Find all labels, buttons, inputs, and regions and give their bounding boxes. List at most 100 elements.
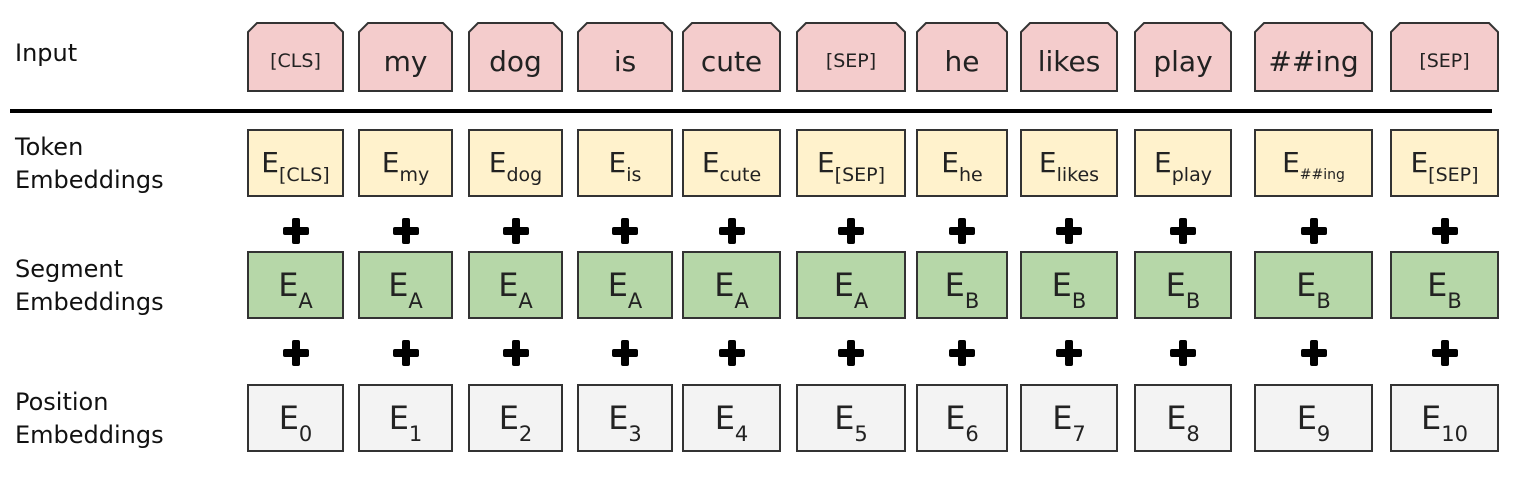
position-embedding-box: E 10	[1390, 384, 1499, 452]
plus-icon	[1170, 218, 1196, 244]
embedding-base-letter: E	[834, 399, 855, 437]
input-token-shape	[247, 22, 344, 92]
token-embedding-box: E [SEP]	[1390, 129, 1499, 197]
embedding-subscript: [SEP]	[1428, 164, 1479, 186]
embedding-subscript: 3	[628, 422, 642, 446]
row-label-position-embeddings: Position Embeddings	[15, 386, 164, 452]
embedding-base-letter: E	[945, 399, 966, 437]
embedding-subscript: B	[1316, 289, 1331, 313]
embedding-subscript: play	[1171, 164, 1212, 186]
embedding-subscript: dog	[506, 164, 543, 186]
embedding-base-letter: E	[1051, 266, 1072, 304]
embedding-subscript: B	[1447, 289, 1462, 313]
plus-icon	[282, 218, 309, 244]
embedding-base-letter: E	[278, 266, 299, 304]
plus-icon	[718, 340, 745, 366]
embedding-base-letter: E	[608, 399, 629, 437]
embedding-subscript: A	[734, 289, 749, 313]
plus-icon	[949, 218, 975, 244]
input-token-shape	[682, 22, 781, 92]
embedding-subscript: B	[1185, 289, 1201, 313]
embedding-base-letter: E	[1410, 146, 1429, 179]
embedding-base-letter: E	[833, 266, 854, 304]
plus-icon	[1170, 340, 1196, 366]
row-label-input: Input	[15, 39, 78, 67]
input-token-box: ##ing	[1254, 22, 1373, 92]
input-token-text: he	[944, 44, 980, 78]
plus-icon	[612, 218, 638, 244]
input-token-text: my	[383, 44, 428, 78]
embedding-base-letter: E	[701, 146, 720, 179]
input-token-shape	[1390, 22, 1499, 92]
embedding-subscript: 8	[1186, 422, 1200, 446]
embedding-subscript: A	[853, 289, 869, 313]
embedding-base-letter: E	[607, 266, 628, 304]
row-label-segment-embeddings: Segment Embeddings	[15, 253, 164, 319]
input-token-box: [SEP]	[796, 22, 906, 92]
embedding-subscript: A	[627, 289, 643, 313]
plus-icon	[1056, 340, 1082, 366]
plus-icon	[838, 218, 864, 244]
embedding-subscript: 6	[965, 422, 979, 446]
row-label-line: Embeddings	[15, 166, 164, 194]
input-token-shape	[1020, 22, 1118, 92]
embedding-base-letter: E	[1427, 266, 1448, 304]
input-token-shape	[577, 22, 673, 92]
embedding-subscript: A	[298, 289, 313, 313]
row-label-line: Embeddings	[15, 288, 164, 316]
embedding-subscript: 4	[734, 422, 749, 446]
embedding-subscript: likes	[1056, 164, 1100, 186]
embedding-subscript: [CLS]	[278, 164, 330, 186]
embedding-base-letter: E	[1052, 399, 1073, 437]
plus-icon	[282, 340, 309, 366]
token-embedding-box: E ##ing	[1254, 129, 1373, 197]
embedding-base-letter: E	[278, 399, 299, 437]
embedding-base-letter: E	[944, 266, 965, 304]
embedding-base-letter: E	[388, 399, 409, 437]
input-token-text: likes	[1037, 44, 1101, 78]
input-token-box: he	[916, 22, 1008, 92]
embedding-base-letter: E	[816, 146, 835, 179]
embedding-subscript: ##ing	[1299, 167, 1345, 183]
input-token-shape	[916, 22, 1008, 92]
input-token-box: play	[1134, 22, 1232, 92]
divider-line	[10, 109, 1492, 113]
plus-icon	[1300, 218, 1327, 244]
plus-icon	[1300, 340, 1327, 366]
embedding-base-letter: E	[488, 146, 507, 179]
plus-icon	[1431, 340, 1458, 366]
row-label-line: Position	[15, 388, 109, 416]
input-token-box: my	[358, 22, 453, 92]
embedding-subscript: cute	[719, 164, 762, 186]
token-embedding-box: E [CLS]	[247, 129, 344, 197]
embedding-subscript: 0	[298, 422, 313, 446]
plus-icon	[1056, 218, 1082, 244]
input-token-box: [CLS]	[247, 22, 344, 92]
input-token-text: is	[613, 44, 637, 78]
embedding-subscript: A	[408, 289, 423, 313]
plus-icon	[949, 340, 975, 366]
embedding-base-letter: E	[381, 146, 400, 179]
embedding-base-letter: E	[1282, 146, 1300, 179]
input-token-shape	[358, 22, 453, 92]
embedding-subscript: A	[518, 289, 533, 313]
input-token-box: [SEP]	[1390, 22, 1499, 92]
embedding-base-letter: E	[1296, 266, 1317, 304]
